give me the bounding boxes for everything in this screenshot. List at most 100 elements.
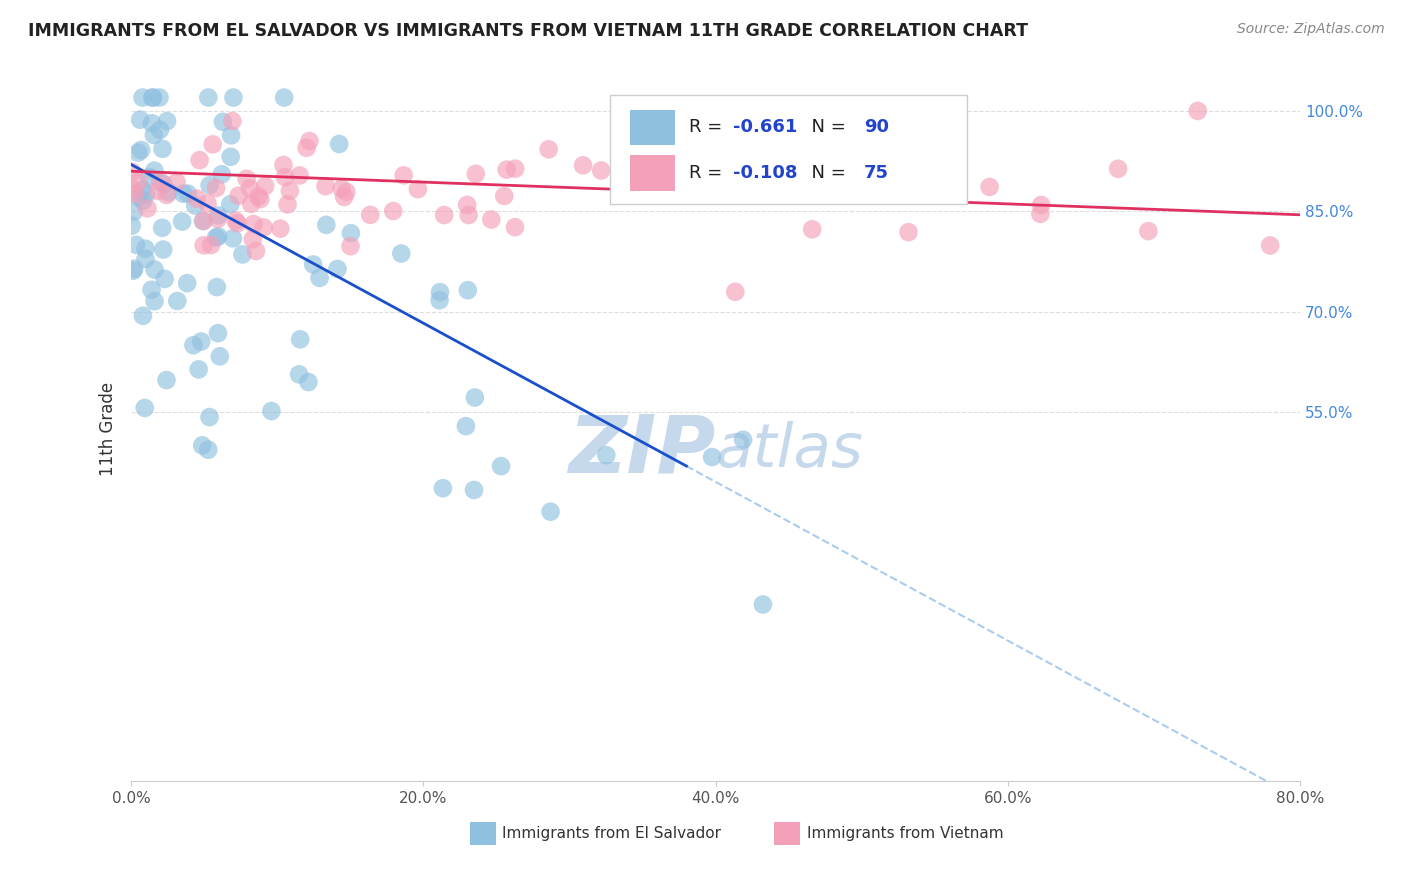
Point: [176, 276, 198, 290]
Point: [290, 332, 312, 346]
Point: [433, 208, 456, 222]
Point: [127, 145, 149, 160]
Point: [503, 220, 526, 235]
Point: [733, 433, 755, 447]
Point: [389, 246, 412, 260]
Point: [134, 252, 156, 266]
Point: [457, 208, 479, 222]
Point: [240, 197, 263, 211]
Point: [152, 142, 174, 156]
Point: [456, 198, 478, 212]
Point: [197, 442, 219, 457]
Point: [429, 285, 451, 299]
Point: [503, 161, 526, 176]
Point: [225, 213, 247, 227]
Point: [188, 153, 211, 168]
Point: [898, 175, 921, 189]
Point: [155, 188, 177, 202]
Point: [278, 184, 301, 198]
Point: [1031, 198, 1053, 212]
Point: [143, 294, 166, 309]
Point: [495, 162, 517, 177]
Y-axis label: 11th Grade: 11th Grade: [100, 382, 117, 476]
Text: Source: ZipAtlas.com: Source: ZipAtlas.com: [1237, 22, 1385, 37]
Point: [222, 90, 245, 104]
Point: [801, 222, 824, 236]
Point: [979, 180, 1001, 194]
Point: [166, 293, 188, 308]
Point: [662, 177, 685, 191]
FancyBboxPatch shape: [775, 822, 800, 845]
Point: [288, 368, 311, 382]
Point: [172, 186, 194, 201]
Point: [897, 225, 920, 239]
Point: [463, 483, 485, 497]
Point: [138, 170, 160, 185]
Text: Immigrants from Vietnam: Immigrants from Vietnam: [807, 826, 1004, 841]
Text: -0.108: -0.108: [733, 164, 797, 182]
Point: [315, 179, 337, 194]
Point: [591, 163, 613, 178]
Point: [682, 178, 704, 193]
Text: atlas: atlas: [716, 421, 863, 480]
Point: [131, 90, 153, 104]
Point: [269, 221, 291, 235]
Point: [184, 198, 207, 212]
Point: [245, 244, 267, 258]
Point: [191, 438, 214, 452]
Text: IMMIGRANTS FROM EL SALVADOR VS IMMIGRANTS FROM VIETNAM 11TH GRADE CORRELATION CH: IMMIGRANTS FROM EL SALVADOR VS IMMIGRANT…: [28, 22, 1028, 40]
Point: [231, 247, 253, 261]
Point: [315, 218, 337, 232]
Point: [205, 181, 228, 195]
Text: 90: 90: [865, 118, 889, 136]
Point: [149, 123, 172, 137]
Point: [249, 192, 271, 206]
Point: [1107, 161, 1129, 176]
Point: [197, 196, 219, 211]
Point: [157, 185, 180, 199]
Point: [207, 326, 229, 341]
Point: [150, 220, 173, 235]
Point: [494, 189, 516, 203]
Point: [339, 239, 361, 253]
Point: [253, 220, 276, 235]
Point: [326, 261, 349, 276]
Point: [142, 128, 165, 142]
Point: [298, 134, 321, 148]
Point: [254, 179, 277, 194]
Point: [176, 186, 198, 201]
Text: R =: R =: [689, 164, 728, 182]
Text: N =: N =: [800, 164, 851, 182]
Point: [382, 204, 405, 219]
Point: [489, 459, 512, 474]
Point: [136, 202, 159, 216]
Point: [457, 283, 479, 297]
Point: [392, 169, 415, 183]
Point: [226, 216, 249, 230]
Point: [328, 136, 350, 151]
Point: [193, 238, 215, 252]
Point: [141, 90, 163, 104]
Point: [699, 143, 721, 157]
Point: [273, 90, 295, 104]
Point: [1029, 207, 1052, 221]
Point: [479, 212, 502, 227]
Point: [211, 167, 233, 181]
Point: [208, 349, 231, 363]
Point: [122, 261, 145, 276]
Point: [537, 142, 560, 156]
Point: [135, 186, 157, 201]
Point: [132, 309, 155, 323]
Point: [288, 169, 311, 183]
Point: [200, 238, 222, 252]
Text: Immigrants from El Salvador: Immigrants from El Salvador: [502, 826, 721, 841]
Point: [152, 243, 174, 257]
Point: [148, 90, 170, 104]
Text: ZIP: ZIP: [568, 411, 716, 490]
Point: [152, 177, 174, 191]
Point: [134, 401, 156, 415]
Point: [172, 214, 194, 228]
Point: [186, 192, 208, 206]
Point: [242, 217, 264, 231]
Point: [155, 373, 177, 387]
